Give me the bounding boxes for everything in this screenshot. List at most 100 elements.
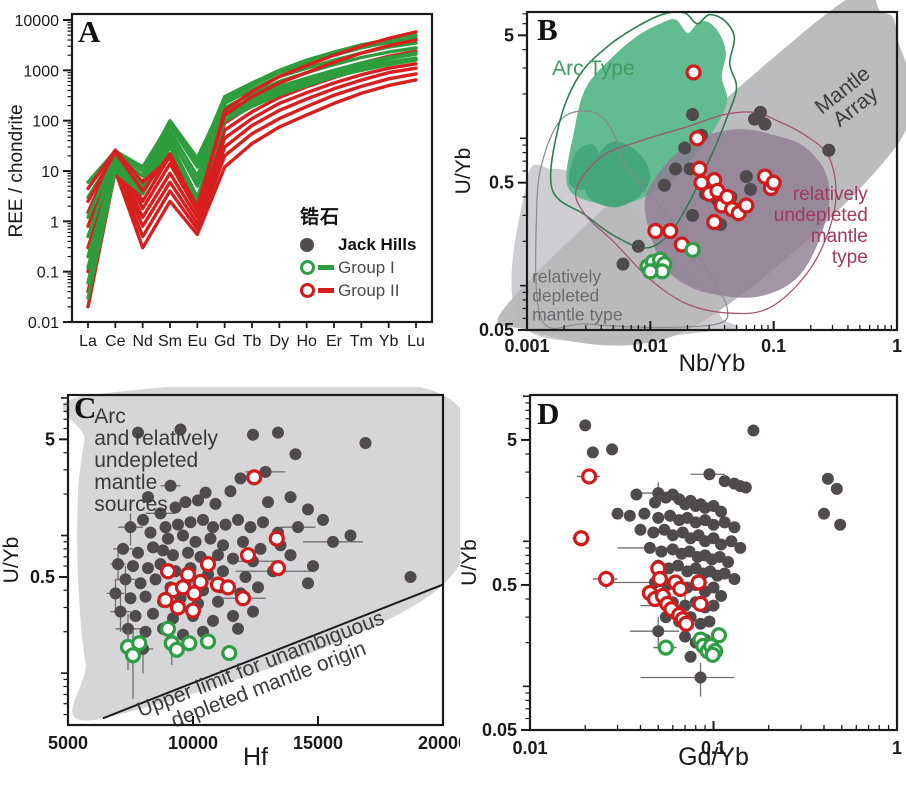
data-point (707, 518, 720, 531)
data-point (647, 222, 664, 240)
series-group-ii (647, 64, 782, 253)
data-point (268, 530, 285, 547)
data-point (212, 595, 224, 608)
svg-text:0.1: 0.1 (701, 738, 726, 758)
data-point (204, 532, 217, 545)
data-point (221, 644, 238, 662)
data-point (728, 572, 741, 585)
panel-d-uyb-gdyb-chart: 0.01 0.1 1 5 0.5 0.05 Gd/Yb U/Yb (460, 393, 902, 771)
data-point (224, 485, 237, 498)
svg-text:1: 1 (892, 336, 902, 356)
data-point (207, 521, 219, 534)
svg-text:10000: 10000 (15, 13, 60, 30)
data-point (117, 542, 129, 555)
svg-text:0.01: 0.01 (512, 738, 547, 758)
data-point (706, 213, 723, 231)
svg-text:0.001: 0.001 (504, 336, 549, 356)
svg-text:0.5: 0.5 (489, 173, 514, 193)
data-point (164, 479, 177, 492)
open-circle-icon (300, 283, 315, 298)
data-point (718, 475, 731, 488)
series-group-i (653, 627, 727, 663)
svg-text:Tb: Tb (243, 333, 262, 350)
data-point (157, 591, 174, 609)
data-point (246, 469, 263, 486)
data-point (672, 580, 689, 597)
data-point (244, 521, 257, 534)
data-point (292, 521, 304, 534)
data-point (581, 468, 598, 485)
data-point (302, 577, 314, 590)
svg-text:Nd: Nd (132, 333, 152, 350)
depleted-contour (535, 110, 729, 329)
data-point (753, 105, 767, 119)
data-point (718, 516, 731, 529)
legend-item-group-2: Group II (300, 279, 450, 302)
data-point (715, 538, 728, 551)
ree-pattern-line (86, 62, 418, 250)
data-point (257, 516, 269, 529)
data-point (167, 549, 179, 562)
svg-text:0.1: 0.1 (761, 336, 786, 356)
series-group-ii (572, 468, 712, 632)
data-point (822, 143, 836, 157)
series-group-i (119, 620, 238, 699)
data-point (169, 501, 182, 514)
data-point (237, 535, 249, 548)
svg-text:5: 5 (507, 430, 517, 450)
data-point (684, 241, 701, 258)
arc-contour (549, 11, 738, 249)
data-point (678, 141, 692, 155)
data-point (227, 610, 239, 623)
data-point (137, 513, 149, 526)
data-point (289, 448, 302, 461)
svg-text:Dy: Dy (270, 333, 290, 350)
data-point (623, 509, 636, 522)
data-point (269, 559, 287, 577)
data-point (129, 610, 142, 623)
ree-pattern-line (86, 66, 418, 274)
data-point (147, 607, 159, 620)
svg-text:0.5: 0.5 (30, 567, 55, 587)
data-point (344, 529, 357, 542)
data-point (192, 494, 204, 507)
data-point (232, 513, 244, 526)
data-point (259, 465, 272, 478)
panel-a-legend: 锆石 Jack Hills Group I Group II (300, 202, 450, 302)
data-point (664, 509, 677, 522)
data-point (734, 541, 747, 554)
data-point (182, 546, 194, 559)
svg-text:Lu: Lu (407, 333, 425, 350)
series-group-i (639, 241, 701, 280)
data-point (119, 573, 132, 586)
data-point (747, 424, 760, 437)
data-point (703, 468, 716, 481)
data-point (262, 496, 274, 509)
undepleted-contour (574, 111, 837, 315)
data-point (184, 516, 197, 529)
data-point (232, 622, 244, 635)
data-point (149, 573, 162, 586)
data-point (184, 602, 202, 619)
data-point (227, 552, 239, 565)
data-point (132, 426, 144, 439)
data-point (739, 170, 753, 184)
annotation-text: Arc Type (552, 57, 634, 80)
svg-text:1000: 1000 (23, 63, 59, 80)
data-point (689, 516, 702, 529)
data-point (606, 443, 619, 456)
data-point (678, 615, 695, 632)
data-point (142, 562, 154, 575)
data-point (189, 535, 202, 548)
dash-icon (318, 288, 334, 293)
data-point (647, 526, 660, 539)
arc-type-dark-patch-2 (568, 144, 602, 191)
data-point (655, 545, 668, 558)
data-point (686, 208, 700, 222)
y-axis-label: U/Yb (460, 539, 481, 586)
data-point (317, 513, 329, 526)
legend-item-group-1: Group I (300, 256, 450, 279)
data-point (159, 563, 177, 580)
data-point (209, 497, 222, 510)
data-point (821, 472, 834, 485)
